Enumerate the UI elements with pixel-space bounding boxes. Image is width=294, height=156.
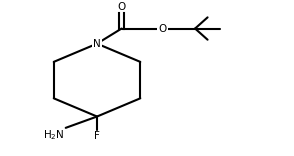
Text: O: O — [118, 2, 126, 12]
Text: O: O — [159, 24, 167, 34]
Text: F: F — [94, 131, 100, 141]
Text: H$_2$N: H$_2$N — [43, 129, 64, 142]
Text: N: N — [93, 39, 101, 49]
